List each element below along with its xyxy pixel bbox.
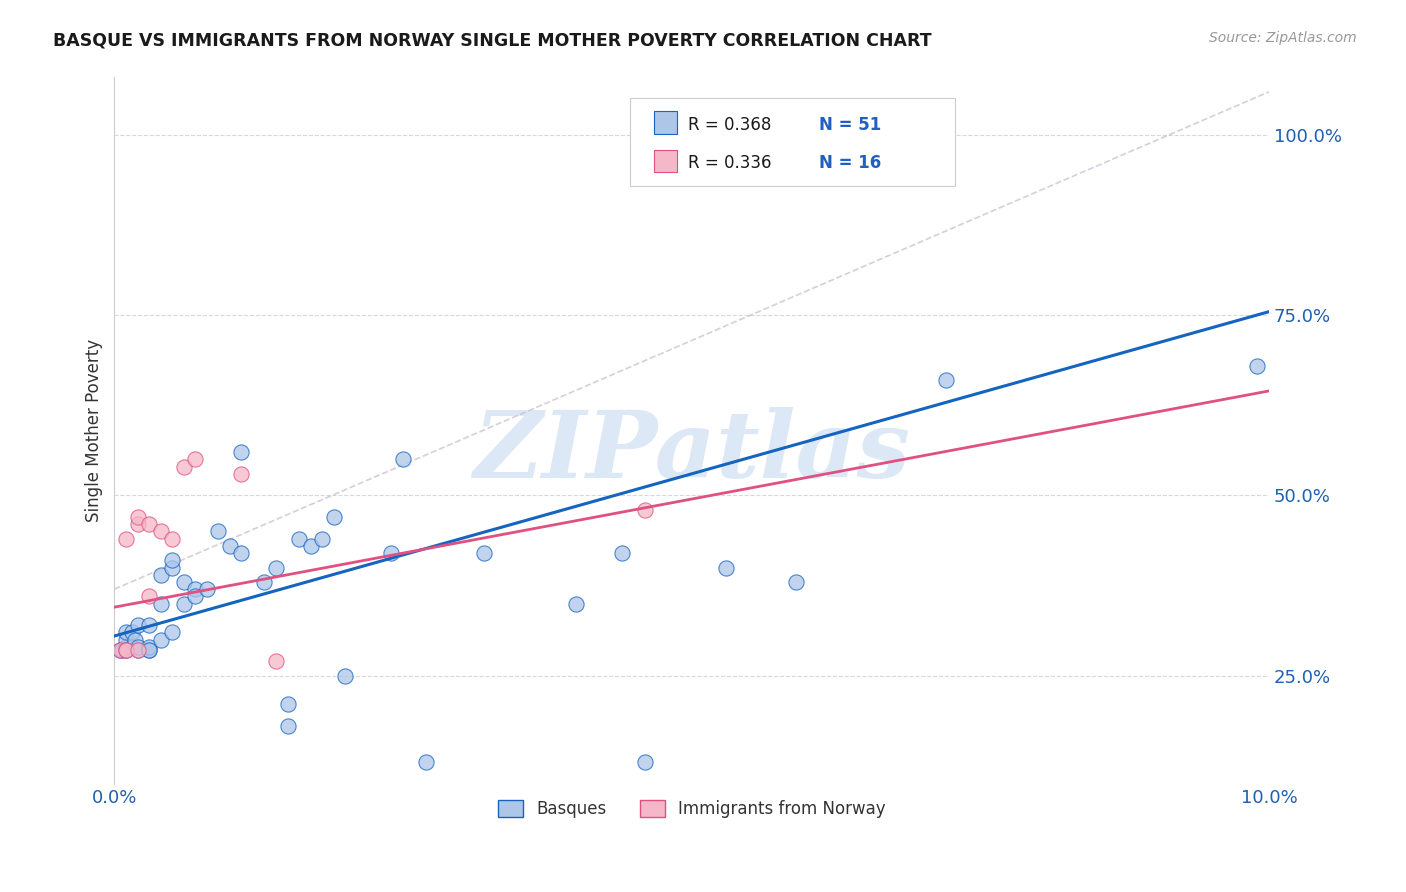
Point bbox=[115, 643, 138, 657]
Point bbox=[415, 755, 437, 769]
Point bbox=[935, 373, 957, 387]
Text: Source: ZipAtlas.com: Source: ZipAtlas.com bbox=[1209, 31, 1357, 45]
Point bbox=[127, 517, 149, 532]
Point bbox=[115, 643, 138, 657]
Point bbox=[785, 574, 807, 589]
Point bbox=[138, 517, 160, 532]
Point bbox=[231, 467, 253, 481]
Point bbox=[115, 532, 138, 546]
Point bbox=[138, 618, 160, 632]
Point bbox=[207, 524, 229, 539]
Point bbox=[1246, 359, 1268, 373]
Point bbox=[565, 597, 588, 611]
FancyBboxPatch shape bbox=[630, 98, 955, 186]
Point bbox=[264, 654, 287, 668]
Point bbox=[288, 532, 311, 546]
Point bbox=[231, 445, 253, 459]
Point bbox=[115, 640, 138, 654]
Text: R = 0.368: R = 0.368 bbox=[688, 116, 772, 134]
Point bbox=[127, 510, 149, 524]
Text: R = 0.336: R = 0.336 bbox=[688, 154, 772, 172]
Point bbox=[218, 539, 240, 553]
Legend: Basques, Immigrants from Norway: Basques, Immigrants from Norway bbox=[491, 793, 893, 825]
Point bbox=[160, 560, 183, 574]
Point bbox=[634, 503, 657, 517]
Point bbox=[231, 546, 253, 560]
Point bbox=[311, 532, 333, 546]
Point bbox=[149, 524, 172, 539]
Point bbox=[716, 560, 738, 574]
Point bbox=[184, 452, 207, 467]
Point bbox=[138, 643, 160, 657]
Point bbox=[184, 582, 207, 596]
Point bbox=[111, 643, 134, 657]
Point bbox=[149, 597, 172, 611]
Text: N = 16: N = 16 bbox=[818, 154, 882, 172]
Point bbox=[634, 755, 657, 769]
Point bbox=[195, 582, 218, 596]
Point bbox=[173, 597, 195, 611]
Point bbox=[184, 590, 207, 604]
Point bbox=[127, 643, 149, 657]
Point bbox=[277, 698, 299, 712]
Point bbox=[127, 618, 149, 632]
Bar bbox=[654, 112, 676, 134]
Point bbox=[127, 643, 149, 657]
Point bbox=[160, 553, 183, 567]
Point bbox=[160, 625, 183, 640]
Point bbox=[138, 643, 160, 657]
Point bbox=[121, 640, 143, 654]
Point bbox=[115, 643, 138, 657]
Point bbox=[115, 625, 138, 640]
Point bbox=[149, 632, 172, 647]
Point bbox=[335, 668, 357, 682]
Point bbox=[277, 719, 299, 733]
Point bbox=[299, 539, 322, 553]
Point bbox=[173, 459, 195, 474]
Point bbox=[264, 560, 287, 574]
Text: BASQUE VS IMMIGRANTS FROM NORWAY SINGLE MOTHER POVERTY CORRELATION CHART: BASQUE VS IMMIGRANTS FROM NORWAY SINGLE … bbox=[53, 31, 932, 49]
Point bbox=[160, 532, 183, 546]
Point bbox=[115, 632, 138, 647]
Y-axis label: Single Mother Poverty: Single Mother Poverty bbox=[86, 339, 103, 522]
Point bbox=[121, 625, 143, 640]
Point bbox=[108, 643, 131, 657]
Point bbox=[173, 574, 195, 589]
Point bbox=[380, 546, 402, 560]
Bar bbox=[654, 150, 676, 172]
Text: ZIPatlas: ZIPatlas bbox=[474, 407, 910, 497]
Point bbox=[127, 640, 149, 654]
Point bbox=[124, 632, 146, 647]
Point bbox=[108, 643, 131, 657]
Point bbox=[253, 574, 276, 589]
Point bbox=[472, 546, 495, 560]
Point bbox=[149, 567, 172, 582]
Text: N = 51: N = 51 bbox=[818, 116, 882, 134]
Point bbox=[138, 590, 160, 604]
Point bbox=[612, 546, 634, 560]
Point bbox=[392, 452, 415, 467]
Point bbox=[322, 510, 344, 524]
Point bbox=[138, 640, 160, 654]
